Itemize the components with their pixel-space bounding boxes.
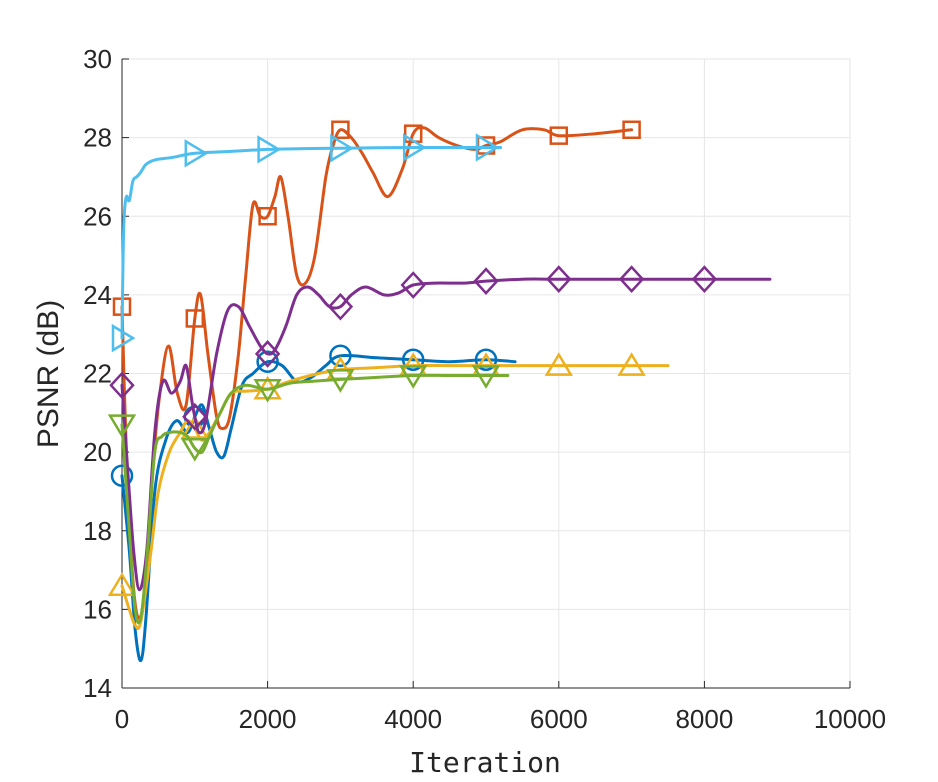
- series-diamond: [109, 265, 772, 592]
- x-tick-label: 10000: [814, 704, 886, 734]
- diamond-marker: [691, 265, 718, 293]
- triangle-down-marker: [326, 369, 355, 393]
- series-line: [120, 353, 517, 663]
- x-tick-label: 8000: [675, 704, 733, 734]
- triangle-right-marker: [184, 139, 209, 168]
- square-marker: [185, 309, 205, 328]
- circle-marker: [329, 344, 352, 368]
- tick-labels: 0 2000 4000 6000 8000 10000 14 16 18 20 22 24 26 28 30: [83, 44, 886, 734]
- series-line: [120, 145, 503, 340]
- diamond-marker: [327, 292, 354, 321]
- square-marker: [549, 126, 569, 145]
- triangle-right-marker: [257, 135, 282, 164]
- y-tick-label: 20: [83, 437, 112, 467]
- circle-marker: [401, 348, 425, 371]
- diamond-marker: [473, 267, 499, 295]
- x-tick-label: 0: [115, 704, 129, 734]
- diamond-marker: [109, 371, 135, 400]
- diamond-marker: [546, 265, 572, 293]
- diamond-marker: [400, 271, 426, 299]
- circle-marker: [474, 348, 498, 371]
- y-tick-label: 14: [83, 673, 112, 703]
- x-tick-label: 6000: [530, 704, 588, 734]
- circle-marker: [256, 350, 279, 373]
- y-tick-label: 16: [83, 594, 112, 624]
- triangle-right-marker: [402, 133, 427, 162]
- series-line: [120, 373, 510, 625]
- series-circle: [110, 344, 517, 663]
- square-marker: [622, 120, 641, 140]
- triangle-right-marker: [475, 133, 500, 162]
- triangle-down-marker: [471, 365, 501, 389]
- triangle-up-marker: [544, 352, 574, 376]
- triangle-down-marker: [107, 414, 137, 439]
- circle-marker: [110, 464, 134, 487]
- x-axis-label: Iteration: [409, 746, 561, 779]
- triangle-down-marker: [180, 437, 210, 462]
- y-tick-label: 22: [83, 359, 112, 389]
- diamond-marker: [182, 402, 208, 431]
- series-square: [112, 120, 641, 620]
- y-axis-label: PSNR (dB): [32, 300, 65, 448]
- triangle-up-marker: [107, 572, 137, 597]
- triangle-up-marker: [617, 352, 646, 376]
- y-tick-label: 30: [83, 44, 112, 74]
- diamond-marker: [254, 339, 281, 368]
- series-line: [120, 125, 634, 620]
- x-tick-label: 2000: [239, 704, 297, 734]
- triangle-right-marker: [330, 134, 354, 163]
- y-tick-label: 26: [83, 201, 112, 231]
- y-tick-label: 24: [83, 280, 112, 310]
- triangle-down-marker: [398, 365, 428, 389]
- series-triangle-right: [111, 133, 503, 353]
- square-marker: [331, 120, 350, 140]
- series-layer: [107, 120, 772, 663]
- y-tick-label: 18: [83, 516, 112, 546]
- series-line: [120, 277, 772, 592]
- y-tick-label: 28: [83, 123, 112, 153]
- diamond-marker: [618, 265, 645, 293]
- triangle-right-marker: [111, 323, 136, 353]
- triangle-down-marker: [253, 378, 282, 403]
- x-tick-label: 4000: [384, 704, 442, 734]
- triangle-up-marker: [180, 415, 210, 439]
- square-marker: [258, 207, 277, 226]
- series-triangle-down: [107, 365, 510, 625]
